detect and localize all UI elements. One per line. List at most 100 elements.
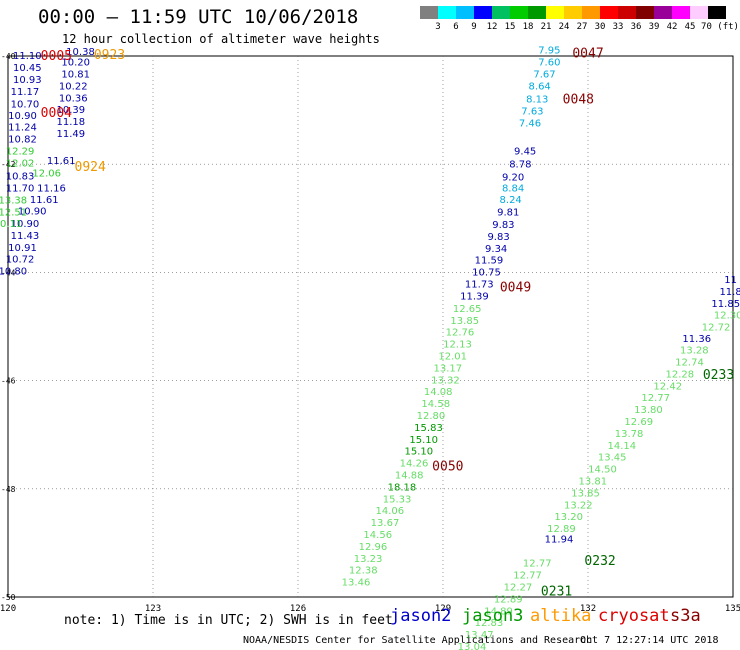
swh-value: 15.10: [405, 447, 434, 458]
swh-value: 11.17: [11, 87, 40, 98]
swh-value: 10.38: [66, 47, 95, 58]
swh-value: 10.36: [59, 93, 88, 104]
colorbar-label: 12: [486, 22, 498, 32]
swh-value: 12.89: [494, 594, 523, 605]
colorbar-label: 45: [684, 22, 696, 32]
swh-value: 11.36: [682, 334, 711, 345]
colorbar-label: 30: [594, 22, 606, 32]
swh-value: 15.83: [414, 423, 443, 434]
swh-value: 10.75: [472, 268, 501, 279]
colorbar-label: 15: [504, 22, 516, 32]
colorbar-swatch: [546, 6, 564, 19]
swh-value: 13.04: [458, 642, 487, 650]
swh-value: 11.16: [37, 183, 66, 194]
swh-value: 12.83: [475, 618, 504, 629]
pass-number-label: 0047: [572, 46, 603, 61]
swh-value: 12.76: [446, 328, 475, 339]
swh-value: 10.80: [0, 267, 27, 278]
swh-value: 13.85: [450, 316, 479, 327]
swh-value: 11.59: [475, 256, 504, 267]
swh-value: 10.90: [8, 111, 37, 122]
swh-value: 12.77: [641, 393, 670, 404]
swh-value: 8.13: [526, 95, 548, 106]
page-subtitle: 12 hour collection of altimeter wave hei…: [62, 32, 380, 46]
swh-value: 11.70: [6, 183, 35, 194]
swh-value: 11.85: [711, 299, 740, 310]
colorbar-label: 27: [576, 22, 588, 32]
colorbar-swatch: [420, 6, 438, 19]
colorbar-swatch: [690, 6, 708, 19]
swh-value: 13.85: [571, 488, 600, 499]
pass-number-label: 0004: [41, 106, 72, 121]
swh-value: 12.27: [504, 583, 533, 594]
colorbar-label: 24: [558, 22, 570, 32]
colorbar-label: 70 (ft): [701, 22, 739, 32]
generated-datetime: Oct 7 12:27:14 UTC 2018: [580, 635, 719, 646]
swh-value: 11.61: [47, 156, 76, 167]
swh-value: 10.82: [8, 135, 37, 146]
pass-number-label: 0049: [500, 281, 531, 296]
satellite-legend-jason2: jason2: [390, 606, 452, 626]
swh-value: 14.88: [395, 471, 424, 482]
colorbar-swatch: [636, 6, 654, 19]
swh-value: 13.47: [465, 630, 494, 641]
pass-number-label: 0050: [432, 460, 463, 475]
colorbar-swatch: [492, 6, 510, 19]
swh-value: 12.72: [702, 322, 731, 333]
y-tick-label: -44: [1, 268, 16, 277]
x-tick-label: 120: [0, 604, 16, 614]
swh-value: 18.18: [388, 482, 417, 493]
colorbar-label: 18: [522, 22, 534, 32]
pass-number-label: 0924: [75, 160, 106, 175]
swh-value: 12.80: [417, 411, 446, 422]
swh-value: 13.32: [431, 375, 460, 386]
swh-value: 12.77: [523, 559, 552, 570]
swh-value: 12.89: [547, 524, 576, 535]
colorbar-label: 36: [630, 22, 642, 32]
colorbar-swatch: [510, 6, 528, 19]
swh-value: 14.06: [376, 506, 405, 517]
swh-value: 12.30: [714, 310, 740, 321]
swh-value: 9.20: [502, 172, 524, 183]
swh-value: 13.28: [680, 346, 709, 357]
swh-value: 11.18: [57, 117, 86, 128]
page-title: 00:00 – 11:59 UTC 10/06/2018: [38, 6, 359, 28]
swh-value: 12.65: [453, 304, 482, 315]
swh-value: 10.20: [61, 58, 90, 69]
swh-value: 11.94: [545, 534, 574, 545]
colorbar-swatch: [582, 6, 600, 19]
swh-value: 9.83: [487, 232, 509, 243]
satellite-legend-s3a: s3a: [670, 606, 701, 626]
swh-value: 10.93: [13, 75, 42, 86]
swh-value: 12.77: [513, 571, 542, 582]
swh-value: 11.73: [465, 280, 494, 291]
colorbar-swatch: [528, 6, 546, 19]
satellite-legend-cryosat: cryosat: [598, 606, 670, 626]
pass-number-label: 0048: [563, 92, 594, 107]
swh-value: 9.81: [497, 208, 519, 219]
swh-value: 11.24: [8, 123, 37, 134]
swh-value: 7.67: [533, 70, 555, 81]
pass-number-label: 0233: [703, 368, 734, 383]
colorbar-swatch: [564, 6, 582, 19]
colorbar-label: 33: [612, 22, 624, 32]
satellite-legend-jason3: jason3: [462, 606, 524, 626]
x-tick-label: 129: [435, 604, 451, 614]
swh-value: 14.89: [484, 606, 513, 617]
credit-text: NOAA/NESDIS Center for Satellite Applica…: [243, 635, 593, 646]
pass-number-label: 0005: [41, 49, 72, 64]
swh-value: 14.08: [424, 387, 453, 398]
swh-value: 14.58: [421, 399, 450, 410]
x-tick-label: 135: [725, 604, 740, 614]
swh-value: 10.22: [59, 82, 88, 93]
swh-value: 13.23: [354, 554, 383, 565]
colorbar-label: 6: [453, 22, 459, 32]
swh-value: 12.38: [349, 566, 378, 577]
colorbar-swatch: [456, 6, 474, 19]
swh-value: 10.91: [8, 243, 37, 254]
pass-number-label: 0923: [94, 48, 125, 63]
swh-value: 11.49: [57, 129, 86, 140]
swh-value: 13.38: [0, 196, 27, 207]
swh-value: 11: [724, 275, 737, 286]
swh-value: 13.46: [342, 578, 371, 589]
